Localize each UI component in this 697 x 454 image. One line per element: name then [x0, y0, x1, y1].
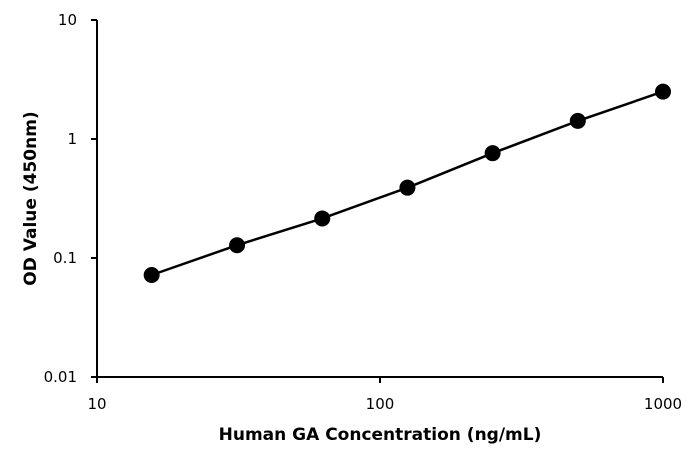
data-point: [484, 145, 501, 162]
data-point: [314, 210, 331, 227]
x-tick-label: 1000: [644, 395, 682, 413]
data-point: [655, 83, 671, 100]
y-tick-label: 0.1: [53, 249, 77, 267]
data-point: [143, 266, 160, 283]
series-layer: [143, 83, 671, 283]
data-point: [229, 237, 246, 254]
x-tick-label: 10: [87, 395, 106, 413]
y-ticks: 0.01 0.1 1 10: [44, 11, 97, 386]
x-tick-label: 100: [366, 395, 395, 413]
data-point: [569, 112, 586, 129]
y-tick-label: 0.01: [44, 368, 77, 386]
data-point: [399, 179, 416, 196]
y-tick-label: 1: [67, 130, 77, 148]
y-axis-title: OD Value (450nm): [21, 111, 41, 285]
x-axis-title: Human GA Concentration (ng/mL): [219, 425, 542, 445]
y-tick-label: 10: [58, 11, 77, 29]
x-ticks: 10 100 1000: [87, 377, 682, 413]
